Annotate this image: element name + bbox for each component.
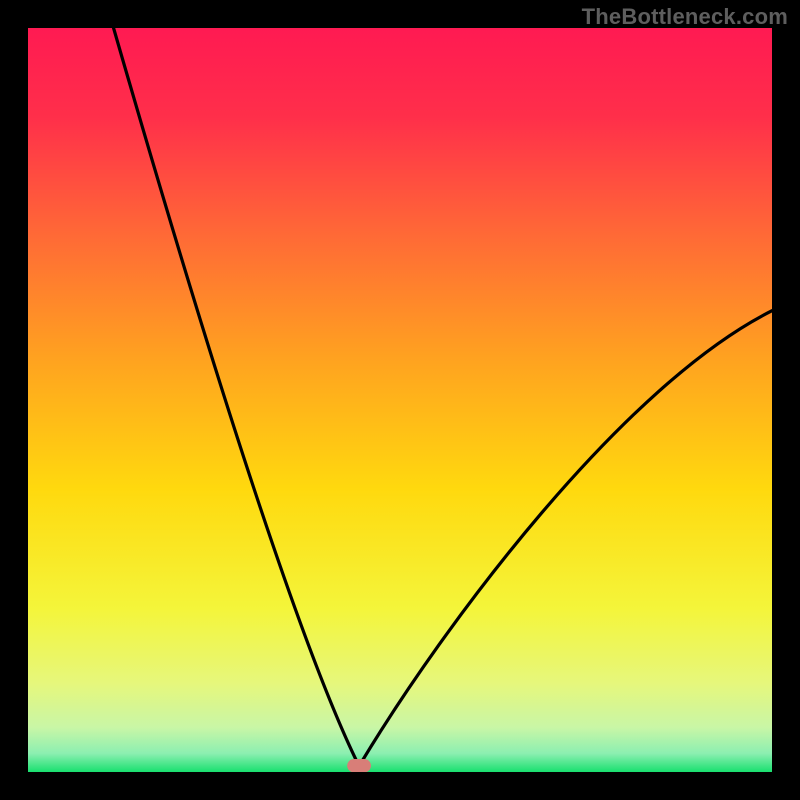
chart-outer: TheBottleneck.com	[0, 0, 800, 800]
minimum-marker	[347, 759, 371, 772]
minimum-marker-layer	[28, 28, 772, 772]
plot-area	[28, 28, 772, 772]
watermark-text: TheBottleneck.com	[582, 4, 788, 30]
